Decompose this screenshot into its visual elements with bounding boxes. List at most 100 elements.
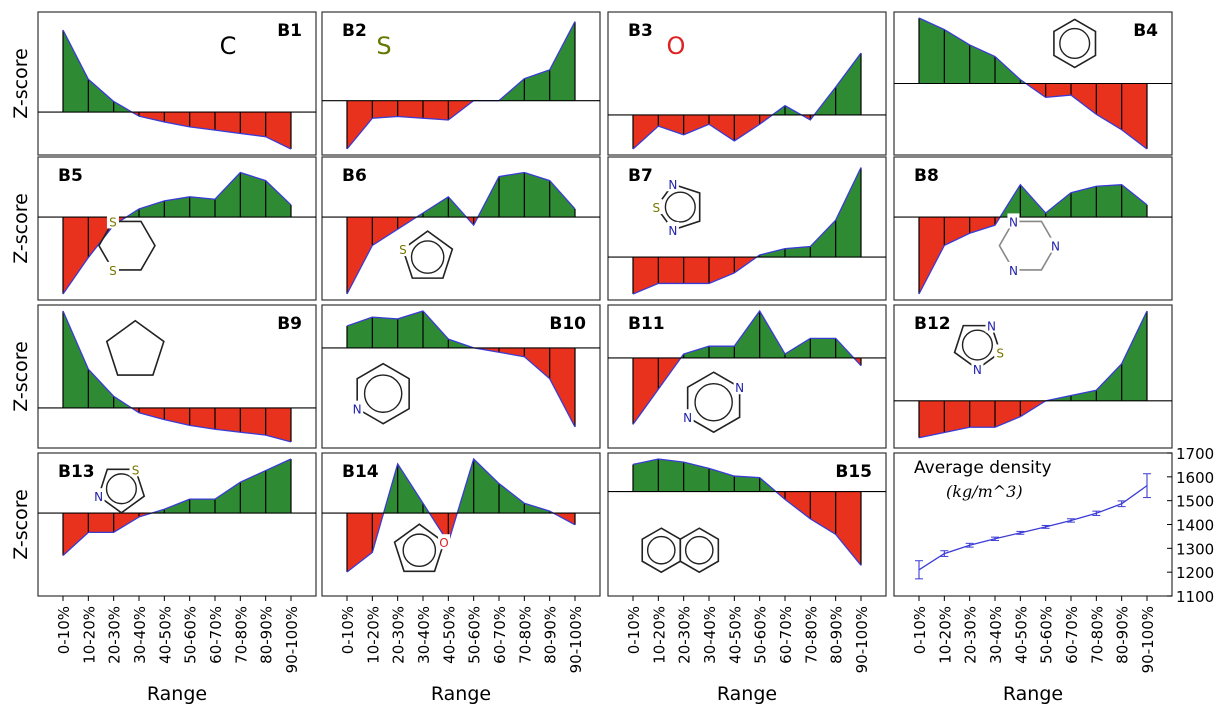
- series-line: [632, 167, 862, 295]
- atom-label: S: [399, 243, 407, 257]
- ring-inner-circle: [684, 535, 714, 565]
- negative-area: [524, 347, 550, 379]
- panel-label: B11: [628, 314, 665, 334]
- panel-label: B8: [914, 166, 939, 186]
- x-tick-label: 0-10%: [625, 606, 643, 654]
- x-tick-label: 50-60%: [466, 606, 484, 664]
- panel-B10: B10 N: [321, 304, 601, 449]
- ring-inner-circle: [694, 382, 733, 422]
- atom-label: N: [1009, 264, 1018, 278]
- series-line: [62, 458, 292, 557]
- positive-area: [995, 56, 1021, 84]
- positive-area: [397, 463, 423, 514]
- positive-area: [549, 180, 575, 218]
- positive-area: [63, 311, 89, 408]
- negative-area: [919, 217, 945, 294]
- y-tick-label: 1700: [1176, 445, 1214, 463]
- negative-area: [1121, 83, 1147, 149]
- x-tick-label: 60-70%: [777, 606, 795, 664]
- negative-area: [372, 100, 398, 119]
- x-tick-label: 30-40%: [131, 606, 149, 664]
- benzene-icon: [1053, 18, 1097, 69]
- negative-area: [164, 407, 190, 426]
- ring-shape: [97, 468, 146, 514]
- ring-shape: [356, 362, 410, 425]
- series-line: [632, 309, 862, 425]
- positive-area: [240, 172, 266, 218]
- positive-area: [1045, 192, 1071, 218]
- element-symbol: O: [667, 32, 686, 60]
- thiazole-icon: SN: [92, 461, 146, 514]
- y-axis-label: Z-score: [10, 48, 32, 119]
- x-tick-label: 60-70%: [1063, 606, 1081, 664]
- x-tick-label: 80-90%: [828, 606, 846, 664]
- x-tick-label: 10-20%: [650, 606, 668, 664]
- positive-area: [240, 470, 266, 514]
- negative-area: [423, 100, 449, 120]
- negative-area: [709, 257, 735, 284]
- panel-B15: B15 0-10% 10-20% 20-30% 30-40% 40-50% 50-60% 60…: [607, 452, 887, 705]
- cyclopentane-icon: [105, 319, 165, 376]
- positive-area: [524, 172, 550, 218]
- positive-area: [944, 29, 970, 84]
- x-tick-label: 30-40%: [701, 606, 719, 664]
- y-tick-label: 1300: [1176, 540, 1214, 558]
- negative-area: [683, 257, 709, 284]
- positive-area: [189, 196, 215, 218]
- negative-area: [785, 491, 811, 519]
- x-tick-label: 20-30%: [962, 606, 980, 664]
- positive-area: [164, 196, 190, 218]
- atom-label-bg: [438, 534, 451, 550]
- atom-label-bg: [351, 400, 364, 416]
- x-tick-label: 10-20%: [364, 606, 382, 664]
- series-line: [62, 29, 292, 150]
- positive-area: [423, 196, 449, 218]
- positive-area: [189, 499, 215, 514]
- atom-label-bg: [92, 488, 105, 504]
- positive-area: [1096, 184, 1122, 218]
- chart-unit: (kg/m^3): [946, 482, 1023, 501]
- positive-area: [683, 346, 709, 358]
- y-tick-label: 1400: [1176, 517, 1214, 535]
- negative-area: [633, 357, 659, 425]
- x-tick-label: 0-10%: [339, 606, 357, 654]
- positive-area: [1071, 186, 1097, 218]
- panel-frame: [893, 452, 1173, 597]
- positive-area: [372, 317, 398, 348]
- x-tick-label: 50-60%: [1038, 606, 1056, 664]
- 1-3-5-triazinane-icon: N N N: [998, 213, 1062, 278]
- atom-label: N: [353, 403, 362, 417]
- x-tick-label: 80-90%: [258, 606, 276, 664]
- positive-area: [265, 459, 291, 514]
- negative-area: [683, 114, 709, 135]
- panel-B8: B8 N N N: [893, 156, 1173, 301]
- negative-area: [189, 112, 215, 131]
- negative-area: [347, 217, 373, 294]
- panel-label: B13: [58, 462, 95, 482]
- negative-area: [835, 491, 861, 566]
- element-symbol: S: [376, 32, 391, 60]
- negative-area: [549, 347, 575, 427]
- x-tick-label: 20-30%: [106, 606, 124, 664]
- x-axis-label: Range: [147, 683, 207, 705]
- ring-inner-circle: [646, 535, 676, 565]
- x-tick-label: 70-80%: [1088, 606, 1106, 664]
- positive-area: [785, 246, 811, 258]
- negative-area: [347, 100, 373, 149]
- positive-area: [709, 346, 735, 358]
- positive-area: [1121, 184, 1147, 218]
- 1-3-4-thiadiazole-icon: SN N: [650, 176, 701, 238]
- panel-B13: B13 SN0-10% 10-20% 20-30% 30-40% 40-50% 50-60%…: [37, 452, 317, 705]
- y-tick-label: 1200: [1176, 564, 1214, 582]
- negative-area: [919, 400, 945, 438]
- atom-label: N: [1009, 215, 1018, 229]
- positive-area: [1071, 390, 1097, 401]
- ring-inner-circle: [410, 240, 445, 274]
- negative-area: [113, 513, 139, 533]
- series-line: [632, 458, 862, 566]
- x-tick-label: 60-70%: [491, 606, 509, 664]
- panel-B9: B9: [37, 304, 317, 449]
- ring-inner-circle: [961, 329, 993, 361]
- negative-area: [969, 400, 995, 428]
